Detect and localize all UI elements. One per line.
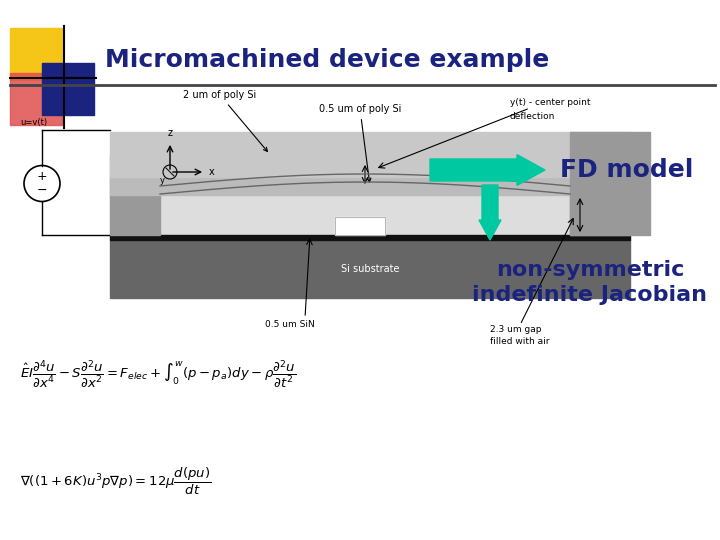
Bar (335, 217, 385, 235)
Text: 0.5 um SiN: 0.5 um SiN (265, 320, 315, 329)
Text: non-symmetric: non-symmetric (496, 260, 684, 280)
Bar (335, 217, 385, 235)
Bar (110, 132, 630, 177)
Text: deflection: deflection (510, 112, 555, 121)
Bar (10, 28, 62, 80)
Bar (570, 155, 630, 235)
FancyArrow shape (479, 185, 501, 240)
Text: $\nabla((1+6K)u^3 p \nabla p) = 12\mu\dfrac{d(pu)}{dt}$: $\nabla((1+6K)u^3 p \nabla p) = 12\mu\df… (20, 466, 212, 497)
Bar (42, 63, 94, 115)
Text: FD model: FD model (560, 158, 693, 182)
Text: y(t) - center point: y(t) - center point (510, 98, 590, 107)
Text: 2 um of poly Si: 2 um of poly Si (184, 90, 267, 151)
Bar (110, 235, 630, 240)
Text: u=v(t): u=v(t) (20, 118, 47, 127)
Text: +: + (37, 170, 48, 183)
Text: 2.3 um gap: 2.3 um gap (490, 325, 541, 334)
Text: z: z (168, 128, 173, 138)
Bar (110, 195, 630, 235)
Text: Micromachined device example: Micromachined device example (105, 48, 549, 72)
Bar (110, 240, 630, 298)
Bar (110, 177, 630, 195)
Text: filled with air: filled with air (490, 337, 549, 346)
Text: −: − (37, 184, 48, 197)
Bar (10, 73, 62, 125)
FancyArrow shape (430, 154, 545, 185)
Text: y: y (160, 176, 164, 185)
Bar (570, 132, 650, 235)
Text: Si substrate: Si substrate (341, 264, 400, 274)
Text: indefinite Jacobian: indefinite Jacobian (472, 285, 708, 305)
Text: 0.5 um of poly Si: 0.5 um of poly Si (319, 104, 401, 182)
Text: x: x (209, 167, 215, 177)
Text: $\hat{E}I\dfrac{\partial^4 u}{\partial x^4} - S\dfrac{\partial^2 u}{\partial x^2: $\hat{E}I\dfrac{\partial^4 u}{\partial x… (20, 357, 297, 390)
Bar (110, 155, 160, 235)
